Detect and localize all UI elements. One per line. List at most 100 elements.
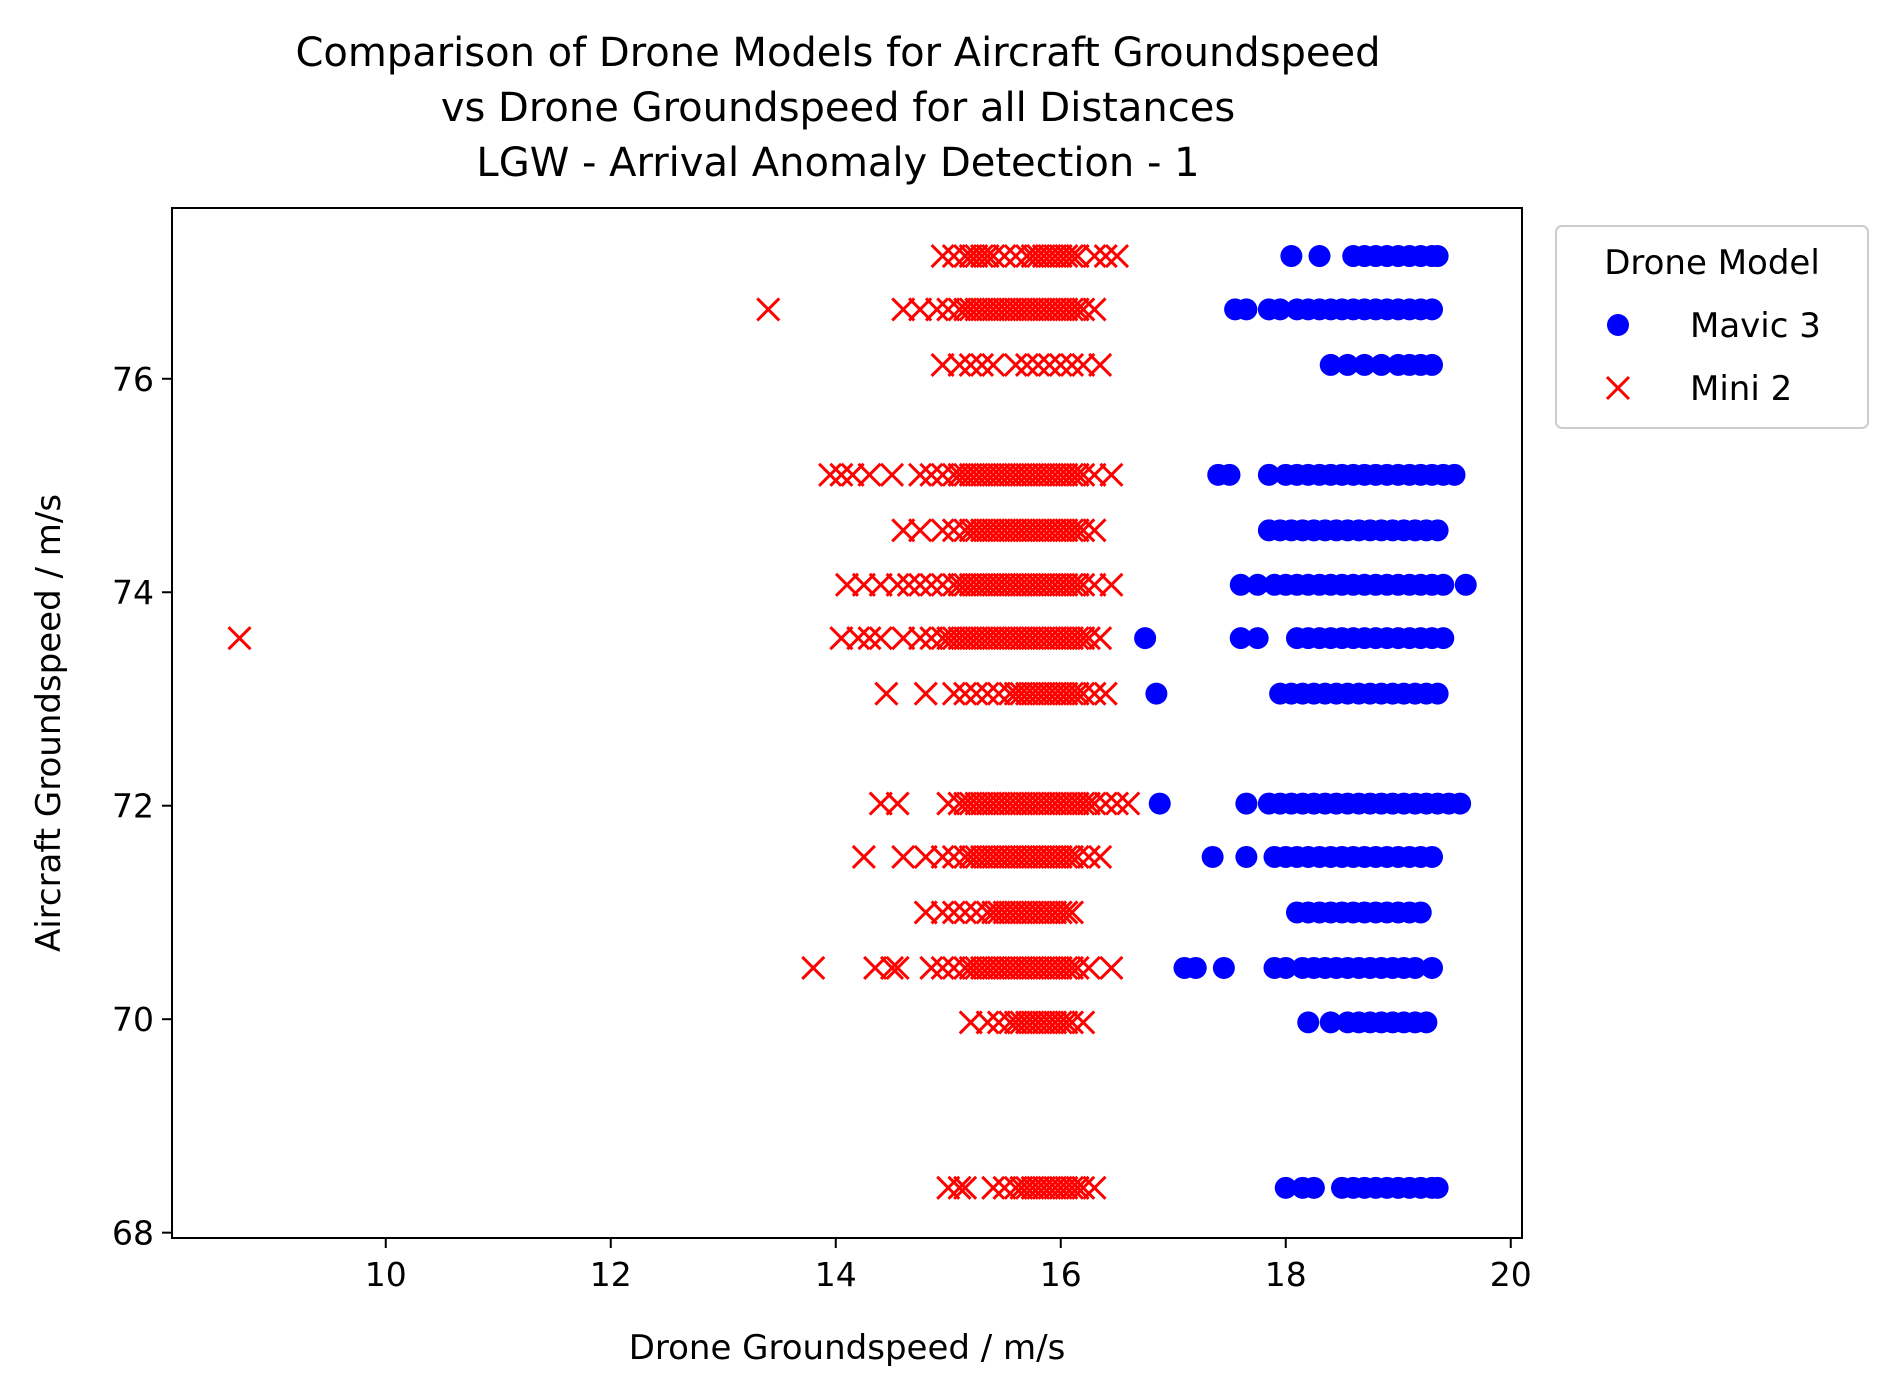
- mavic-3-point: [1212, 956, 1235, 979]
- mini-2-point: [998, 681, 1023, 706]
- mini-2-point: [1031, 626, 1056, 651]
- mini-2-point: [1093, 791, 1118, 816]
- mavic-3-point: [1218, 463, 1241, 486]
- y-tick-label: 72: [112, 787, 154, 826]
- mini-2-point: [227, 626, 252, 651]
- mini-2-point: [1048, 572, 1073, 597]
- chart-title: Comparison of Drone Models for Aircraft …: [295, 30, 1380, 186]
- mini-2-point: [1043, 297, 1068, 322]
- x-tick-label: 20: [1490, 1255, 1532, 1294]
- mini-2-point: [1020, 572, 1045, 597]
- y-tick-label: 70: [112, 1000, 154, 1039]
- y-tick-label: 74: [112, 573, 154, 612]
- mini-2-point: [1037, 243, 1062, 269]
- mavic-3-point: [1148, 792, 1171, 815]
- mini-2-point: [1014, 955, 1040, 981]
- mini-2-point: [1048, 352, 1073, 377]
- mini-2-point: [1003, 572, 1028, 597]
- mini-2-point: [818, 462, 843, 487]
- mini-2-point: [1071, 352, 1096, 377]
- mini-2-point: [1048, 791, 1073, 816]
- mini-2-point: [1014, 572, 1040, 597]
- mini-2-point: [1003, 1175, 1028, 1200]
- mini-2-point: [998, 297, 1023, 322]
- mini-2-point: [1031, 900, 1056, 925]
- mini-2-point: [981, 844, 1006, 870]
- mini-2-point: [908, 572, 933, 597]
- mini-2-point: [913, 844, 938, 870]
- mini-2-point: [1026, 572, 1051, 597]
- mini-2-point: [1059, 955, 1085, 981]
- mini-2-point: [1020, 844, 1045, 870]
- mini-2-point: [1037, 297, 1062, 322]
- mini-2-point: [930, 844, 955, 870]
- mini-2-point: [947, 352, 972, 377]
- mini-2-point: [1020, 1010, 1045, 1035]
- mini-2-point: [908, 297, 933, 322]
- mavic-3-point: [1269, 298, 1292, 321]
- mini-2-point: [969, 626, 995, 651]
- mini-2-point: [1065, 626, 1090, 651]
- mavic-3-point: [1201, 845, 1224, 868]
- mini-2-point: [992, 518, 1017, 543]
- y-axis-label: Aircraft Groundspeed / m/s: [29, 494, 69, 952]
- mavic-3-point: [1134, 627, 1157, 650]
- mini-2-point: [953, 243, 978, 269]
- mini-2-point: [936, 297, 961, 322]
- mini-2-point: [941, 955, 966, 981]
- mini-2-point: [1020, 243, 1045, 269]
- mini-2-point: [1037, 681, 1062, 706]
- mini-2-point: [998, 955, 1023, 981]
- mini-2-point: [964, 297, 989, 322]
- y-axis-ticks: 68 70 72 74 76: [112, 360, 172, 1253]
- mini-2-point: [969, 518, 995, 543]
- mini-2-point: [1059, 681, 1085, 706]
- mini-2-point: [857, 462, 882, 487]
- mini-2-point: [930, 352, 955, 377]
- mini-2-point: [992, 572, 1017, 597]
- mini-2-point: [992, 955, 1017, 981]
- mini-2-point: [1020, 297, 1045, 322]
- mini-2-point: [992, 243, 1017, 269]
- mini-2-point: [941, 572, 966, 597]
- mini-2-point: [863, 955, 888, 981]
- mini-2-point: [930, 626, 955, 651]
- mini-2-point: [1020, 681, 1045, 706]
- mini-2-point: [756, 297, 781, 322]
- mini-2-point: [941, 844, 966, 870]
- mini-2-point: [1048, 1175, 1073, 1200]
- mini-2-point: [1071, 681, 1096, 706]
- mavic-3-point: [1235, 792, 1258, 815]
- mini-2-point: [1020, 626, 1045, 651]
- mini-2-point: [975, 900, 1000, 925]
- legend-mavic-3-label: Mavic 3: [1690, 306, 1821, 346]
- mini-2-point: [1037, 791, 1062, 816]
- mini-2-point: [998, 518, 1023, 543]
- mini-2-point: [975, 1010, 1000, 1035]
- mini-2-point: [1003, 352, 1028, 377]
- mini-2-point: [1009, 955, 1034, 981]
- mini-2-point: [1031, 518, 1056, 543]
- mini-2-point: [964, 844, 989, 870]
- mini-2-point: [834, 572, 860, 597]
- mini-2-point: [930, 572, 955, 597]
- mavic-3-point: [1274, 956, 1297, 979]
- mini-2-point: [1071, 297, 1096, 322]
- mini-2-point: [1009, 518, 1034, 543]
- mini-2-point: [891, 626, 916, 651]
- x-tick-label: 12: [590, 1255, 632, 1294]
- mini-2-point: [913, 900, 938, 925]
- mini-2-point: [1093, 243, 1118, 269]
- mini-2-point: [1014, 844, 1040, 870]
- mini-2-point: [1076, 791, 1101, 816]
- mini-2-point: [992, 844, 1017, 870]
- mavic-3-series: [1134, 245, 1477, 1199]
- mini-2-point: [919, 955, 944, 981]
- mavic-3-point: [1280, 245, 1303, 268]
- mini-2-point: [958, 791, 983, 816]
- mini-2-point: [941, 900, 966, 925]
- mini-2-point: [1059, 462, 1085, 487]
- mini-2-point: [964, 462, 989, 487]
- mini-2-point: [868, 572, 893, 597]
- mini-2-point: [964, 243, 989, 269]
